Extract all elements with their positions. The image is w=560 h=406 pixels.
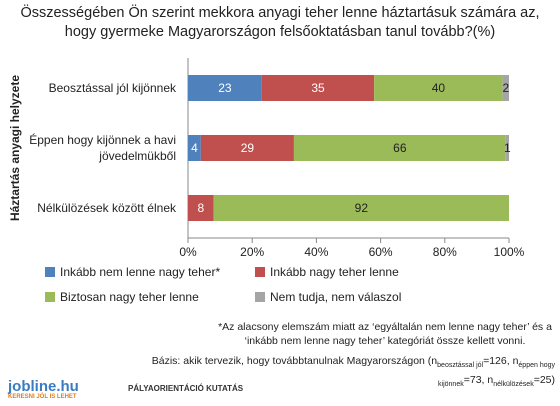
legend-label: Nem tudja, nem válaszol xyxy=(270,290,401,304)
value-label: 40 xyxy=(432,81,446,95)
value-label: 35 xyxy=(311,81,325,95)
bar-segment xyxy=(374,75,503,101)
value-label: 29 xyxy=(241,141,255,155)
value-label: 23 xyxy=(218,81,232,95)
base-note-subscript: nélkülözések xyxy=(493,381,534,389)
bar-segment xyxy=(200,135,294,161)
legend-swatch xyxy=(45,292,55,302)
legend-label: Inkább nem lenne nagy teher* xyxy=(60,265,220,279)
chart-title: Összességében Ön szerint mekkora anyagi … xyxy=(20,5,540,40)
legend-label: Biztosan nagy teher lenne xyxy=(60,290,199,304)
base-note-text: =126, n xyxy=(483,355,519,367)
bar-segment xyxy=(293,135,506,161)
legend-label: Inkább nagy teher lenne xyxy=(270,265,399,279)
x-tick-label: 80% xyxy=(433,245,457,259)
x-tick-label: 60% xyxy=(369,245,393,259)
bar-segment xyxy=(505,135,509,161)
y-axis-title: Háztartás anyagi helyzete xyxy=(8,75,22,221)
base-note: Bázis: akik tervezik, hogy továbbtanulna… xyxy=(150,354,555,392)
bar-segment xyxy=(213,195,509,221)
bar-segment xyxy=(261,75,375,101)
base-note-subscript: beosztással jól xyxy=(437,362,484,370)
value-label: 4 xyxy=(191,141,198,155)
legend-swatch xyxy=(255,267,265,277)
bar-segment xyxy=(188,135,201,161)
category-label: Beosztással jól kijönnek xyxy=(48,81,176,95)
base-note-text: =25) xyxy=(533,374,555,387)
base-note-text: =73, n xyxy=(463,374,494,387)
footnote: *Az alacsony elemszám miatt az ‘egyáltal… xyxy=(218,321,552,347)
x-tick-label: 40% xyxy=(304,245,328,259)
legend-swatch xyxy=(255,292,265,302)
bar-segment xyxy=(188,195,214,221)
x-tick-label: 20% xyxy=(240,245,264,259)
category-label: Éppen hogy kijönnek a havi jövedelmükből xyxy=(29,133,176,163)
bar-segment xyxy=(502,75,509,101)
x-tick-label: 0% xyxy=(179,245,197,259)
bar-segment xyxy=(188,75,262,101)
base-note-text: Bázis: akik tervezik, hogy továbbtanulna… xyxy=(151,355,438,367)
slogan: KERESNI JÓL IS LEHET xyxy=(8,394,77,400)
brand: PÁLYAORIENTÁCIÓ KUTATÁS xyxy=(128,384,244,393)
value-label: 1 xyxy=(504,141,511,155)
category-label: Nélkülözések között élnek xyxy=(37,201,176,215)
logo: jobline.hu xyxy=(8,378,79,395)
x-tick-label: 100% xyxy=(494,245,525,259)
base-note-subscript: éppen hogy kijönnek xyxy=(438,362,555,389)
legend-swatch xyxy=(45,267,55,277)
value-label: 8 xyxy=(197,201,204,215)
value-label: 66 xyxy=(393,141,407,155)
value-label: 2 xyxy=(502,81,509,95)
value-label: 92 xyxy=(355,201,369,215)
